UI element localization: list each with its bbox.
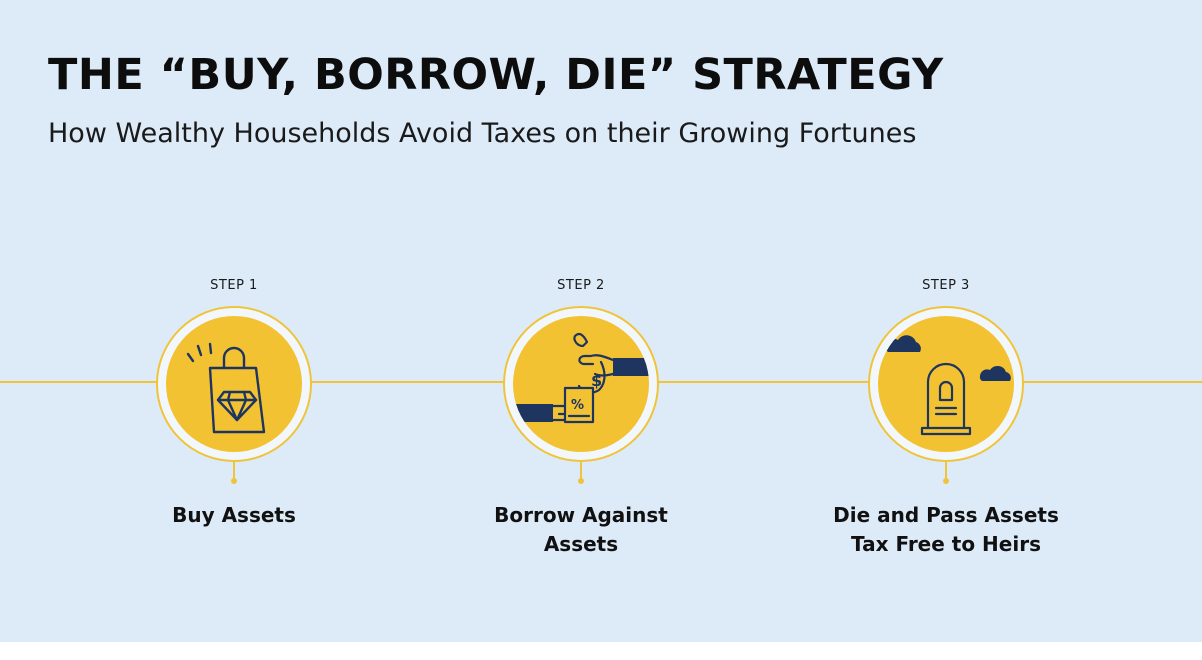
- step-connector: [233, 462, 235, 482]
- svg-text:%: %: [571, 398, 584, 413]
- step-3: STEP 3: [816, 276, 1076, 556]
- step-connector-dot: [231, 478, 237, 484]
- shopping-bag-diamond-icon: [166, 316, 302, 452]
- infographic: THE “BUY, BORROW, DIE” STRATEGY How Weal…: [0, 0, 1202, 642]
- step-label: STEP 3: [922, 278, 970, 293]
- step-label: STEP 2: [557, 278, 605, 293]
- step-title-line: Assets: [543, 532, 619, 556]
- step-title-line: Die and Pass Assets: [833, 503, 1059, 527]
- step-title-line: Tax Free to Heirs: [851, 532, 1041, 556]
- step-title: Buy Assets: [104, 501, 364, 530]
- step-title: Borrow Against Assets: [451, 501, 711, 559]
- step-1: STEP 1: [104, 276, 364, 527]
- page-subtitle: How Wealthy Households Avoid Taxes on th…: [48, 118, 917, 149]
- step-connector-dot: [578, 478, 584, 484]
- step-title: Die and Pass Assets Tax Free to Heirs: [816, 501, 1076, 559]
- step-title-line: Buy Assets: [172, 503, 296, 527]
- step-connector: [580, 462, 582, 482]
- page-title: THE “BUY, BORROW, DIE” STRATEGY: [48, 50, 944, 100]
- step-2: STEP 2 $: [451, 276, 711, 556]
- step-title-line: Borrow Against: [494, 503, 668, 527]
- gravestone-icon: [878, 316, 1014, 452]
- loan-exchange-icon: $ %: [513, 316, 649, 452]
- step-label: STEP 1: [210, 278, 258, 293]
- step-connector-dot: [943, 478, 949, 484]
- step-connector: [945, 462, 947, 482]
- svg-text:$: $: [591, 371, 602, 390]
